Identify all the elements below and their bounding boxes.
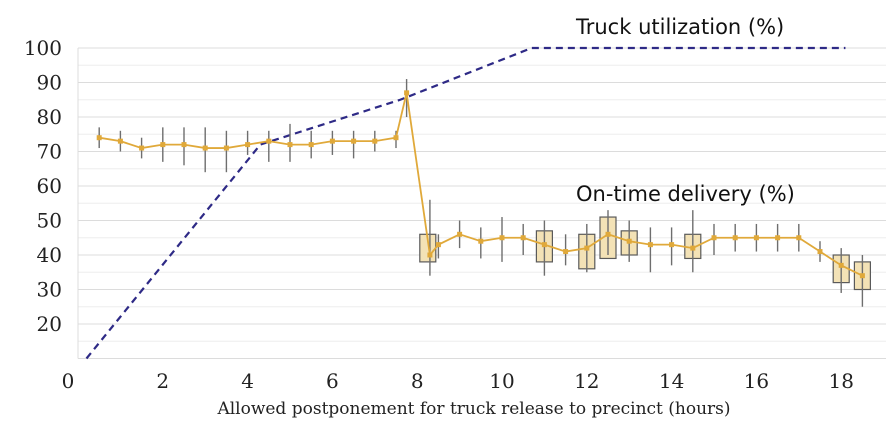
data-point — [626, 238, 632, 244]
data-point — [96, 135, 102, 141]
x-tick-label: 6 — [326, 369, 339, 393]
data-point — [605, 231, 611, 237]
y-tick-label: 100 — [24, 36, 62, 60]
data-point — [117, 138, 123, 144]
grid — [77, 47, 886, 359]
data-point — [859, 273, 865, 279]
data-point — [499, 235, 505, 241]
x-axis-label: Allowed postponement for truck release t… — [216, 399, 730, 418]
data-point — [647, 242, 653, 248]
y-tick-label: 40 — [37, 243, 62, 267]
x-tick-label: 14 — [659, 369, 684, 393]
data-point — [584, 245, 590, 251]
data-point — [372, 138, 378, 144]
y-tick-label: 30 — [37, 278, 62, 302]
data-point — [520, 235, 526, 241]
data-point — [563, 249, 569, 255]
x-tick-label: 2 — [156, 369, 169, 393]
data-point — [266, 138, 272, 144]
data-point — [838, 262, 844, 268]
data-point — [541, 242, 547, 248]
data-point — [404, 90, 410, 96]
on-time-delivery-line — [99, 92, 863, 277]
data-point — [753, 235, 759, 241]
x-tick-label: 0 — [62, 369, 75, 393]
data-point — [796, 235, 802, 241]
data-point — [457, 231, 463, 237]
x-tick-label: 4 — [241, 369, 254, 393]
data-point — [245, 142, 251, 148]
data-point — [478, 238, 484, 244]
series-layer — [85, 46, 872, 360]
data-point — [351, 138, 357, 144]
x-tick-label: 10 — [489, 369, 514, 393]
data-point — [427, 252, 433, 258]
data-point — [775, 235, 781, 241]
data-point — [287, 142, 293, 148]
data-point — [817, 249, 823, 255]
x-tick-label: 16 — [744, 369, 769, 393]
y-tick-label: 80 — [37, 105, 62, 129]
data-point — [308, 142, 314, 148]
y-tick-label: 60 — [37, 174, 62, 198]
tick-labels: 20 30 40 50 60 70 80 90 100 0 2 4 6 8 10 12 14 16 18 — [24, 36, 854, 393]
x-tick-label: 8 — [411, 369, 424, 393]
data-point — [711, 235, 717, 241]
y-tick-label: 90 — [37, 71, 62, 95]
truck-utilization-annotation: Truck utilization (%) — [575, 15, 784, 39]
data-point — [160, 142, 166, 148]
data-point — [669, 242, 675, 248]
data-point — [393, 135, 399, 141]
truck-utilization-line — [85, 46, 846, 360]
y-tick-label: 70 — [37, 140, 62, 164]
on-time-delivery-annotation: On-time delivery (%) — [576, 182, 795, 206]
data-point — [181, 142, 187, 148]
data-point — [202, 145, 208, 151]
y-tick-label: 50 — [37, 209, 62, 233]
data-point — [435, 242, 441, 248]
data-point — [223, 145, 229, 151]
data-point — [139, 145, 145, 151]
data-point — [732, 235, 738, 241]
y-tick-label: 20 — [37, 312, 62, 336]
data-point — [329, 138, 335, 144]
data-point — [690, 245, 696, 251]
x-tick-label: 12 — [574, 369, 599, 393]
x-tick-label: 18 — [828, 369, 853, 393]
